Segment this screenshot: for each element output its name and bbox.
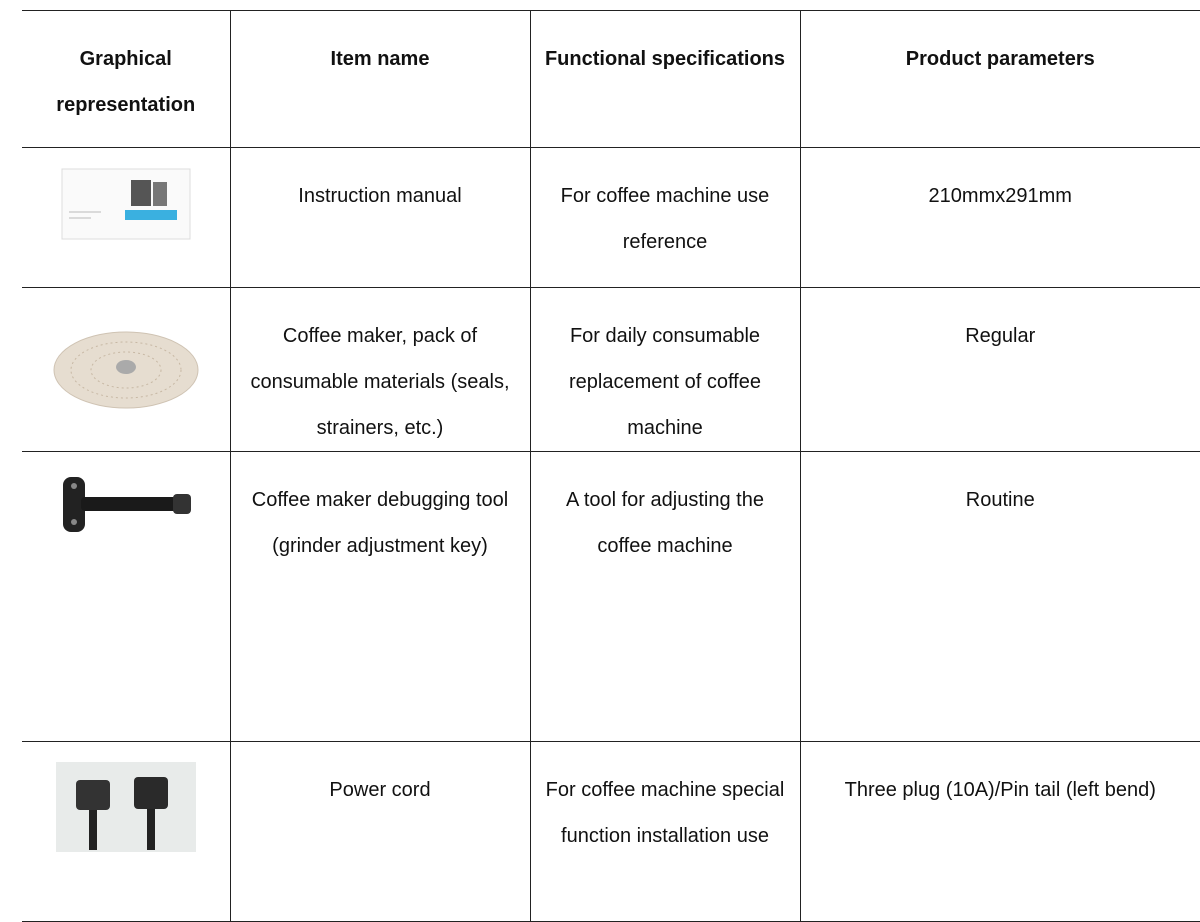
cell: Three plug (10A)/Pin tail (left bend) bbox=[799, 741, 1200, 922]
cell: A tool for adjusting the coffee machine bbox=[529, 451, 801, 742]
header-row: Graphical representation Item name Funct… bbox=[22, 10, 1200, 148]
cell: For coffee machine use reference bbox=[529, 147, 801, 288]
page: {"table": {"header": ["Graphical represe… bbox=[22, 10, 1200, 922]
power-cord-image bbox=[55, 762, 196, 852]
cell: For daily consumable replacement of coff… bbox=[529, 287, 801, 452]
row: Coffee maker debugging tool (grinder adj… bbox=[22, 451, 1200, 742]
header-cell: Functional specifications bbox=[529, 10, 801, 148]
image-cell bbox=[22, 451, 231, 742]
header-cell: Product parameters bbox=[799, 10, 1200, 148]
row: Instruction manual For coffee machine us… bbox=[22, 147, 1200, 288]
header-cell: Item name bbox=[229, 10, 531, 148]
row: Power cord For coffee machine special fu… bbox=[22, 741, 1200, 922]
cell: Routine bbox=[799, 451, 1200, 742]
parts-table: Graphical representation Item name Funct… bbox=[22, 10, 1200, 922]
image-cell bbox=[22, 147, 231, 288]
cell: Regular bbox=[799, 287, 1200, 452]
image-cell bbox=[22, 287, 231, 452]
manual-image bbox=[61, 168, 191, 240]
tool-image bbox=[62, 477, 191, 532]
header-cell: Graphical representation bbox=[22, 10, 231, 148]
cell: 210mmx291mm bbox=[799, 147, 1200, 288]
cell: Coffee maker, pack of consumable materia… bbox=[229, 287, 531, 452]
row: Coffee maker, pack of consumable materia… bbox=[22, 287, 1200, 452]
strainer-image bbox=[53, 331, 199, 408]
cell: Coffee maker debugging tool (grinder adj… bbox=[229, 451, 531, 742]
cell: For coffee machine special function inst… bbox=[529, 741, 801, 922]
image-cell bbox=[22, 741, 231, 922]
cell: Power cord bbox=[229, 741, 531, 922]
cell: Instruction manual bbox=[229, 147, 531, 288]
